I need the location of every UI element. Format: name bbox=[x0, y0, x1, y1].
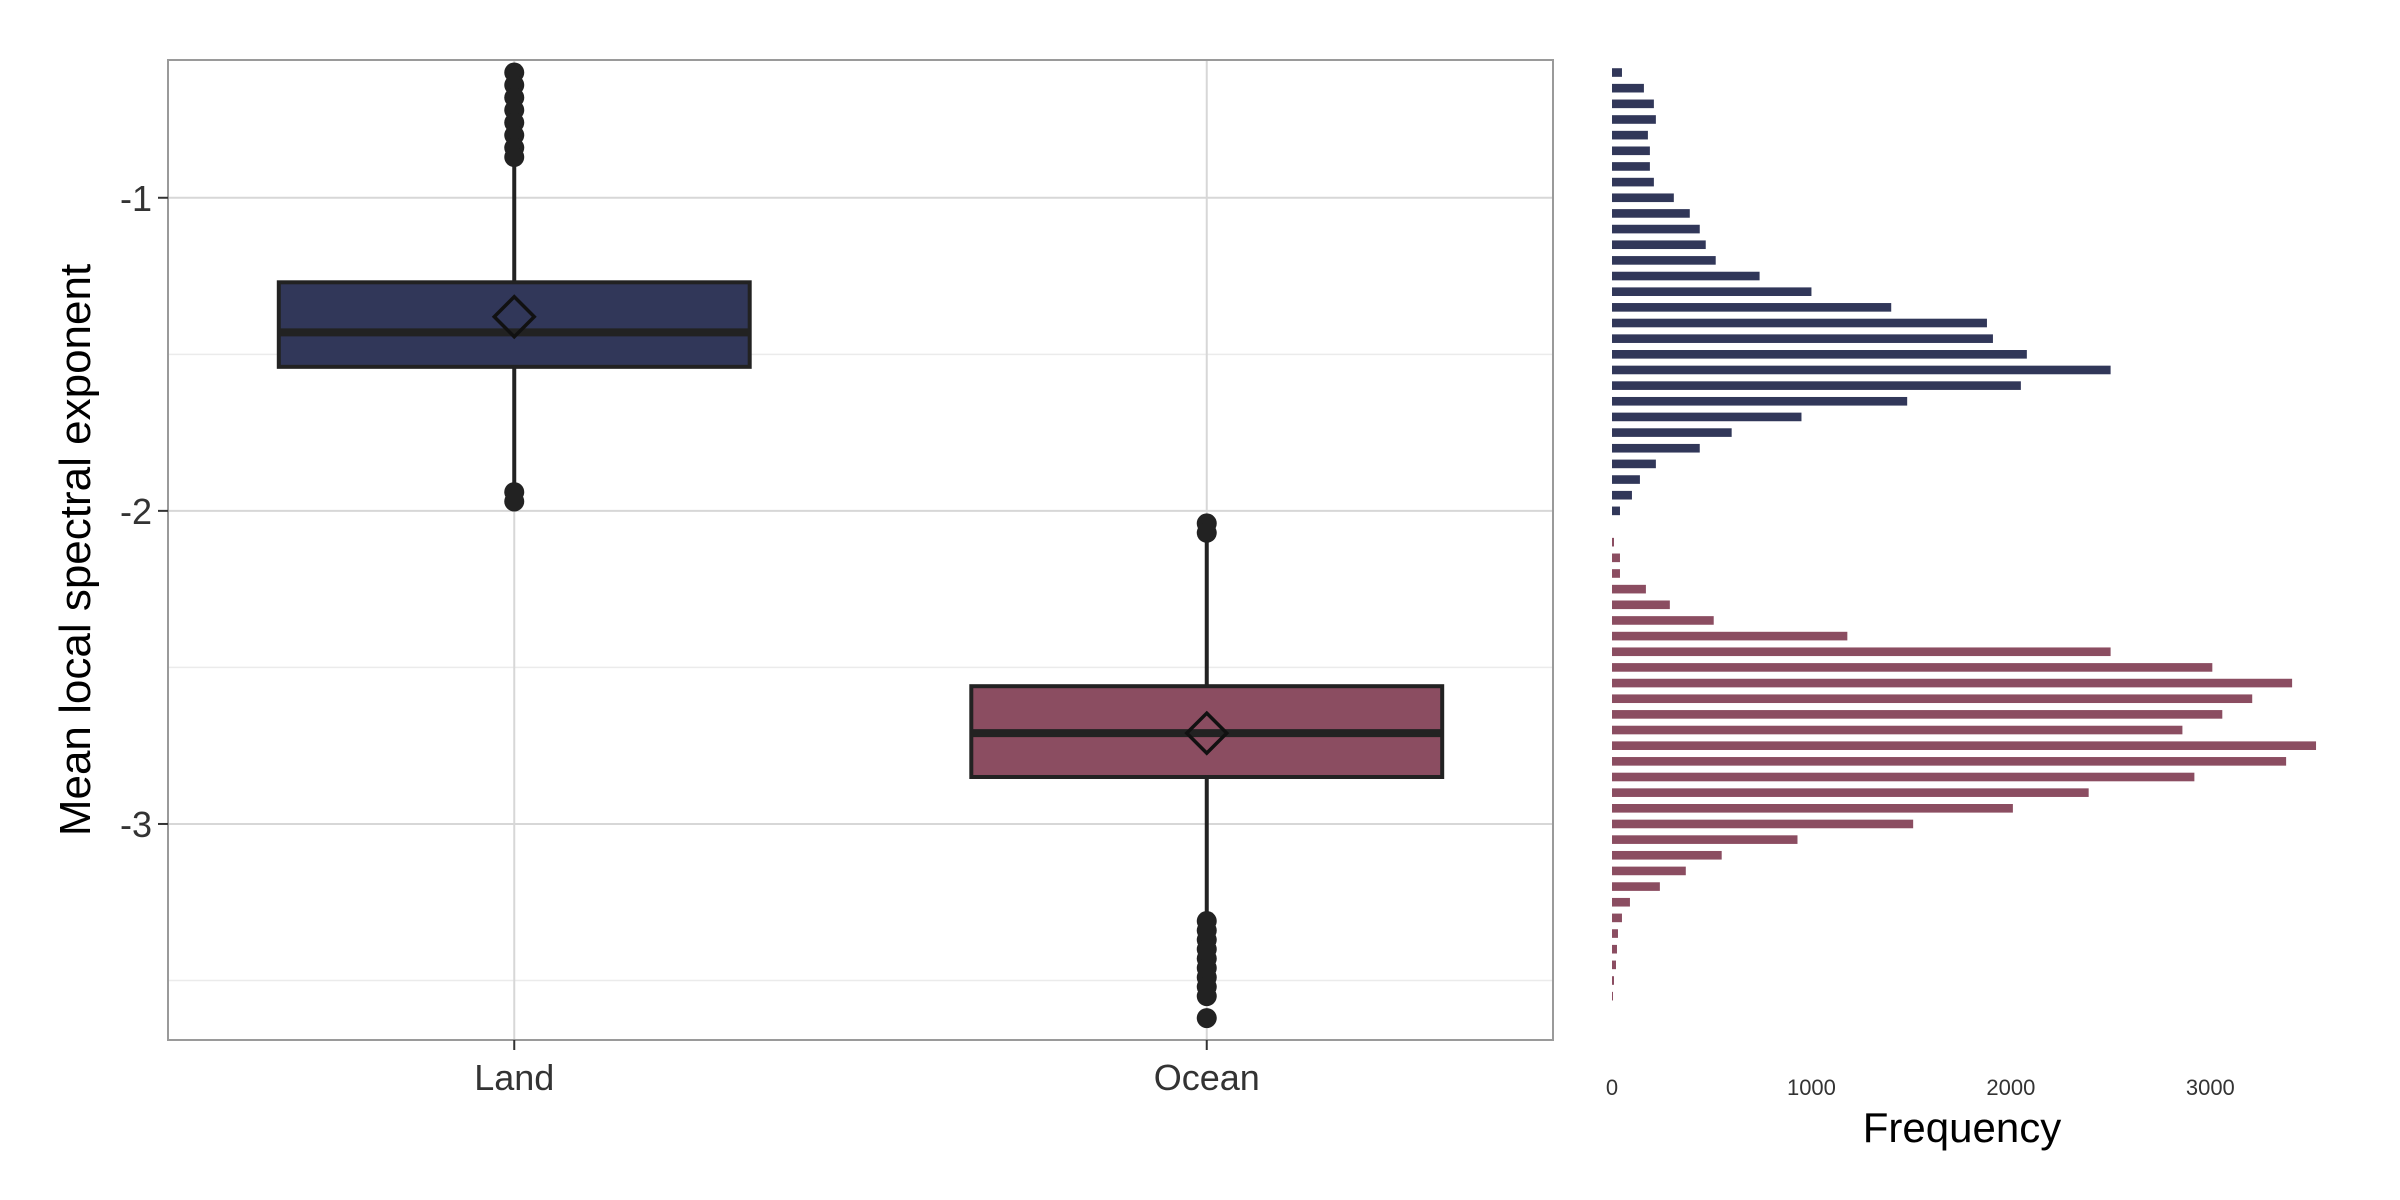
outlier-point bbox=[1196, 1008, 1217, 1029]
histogram-bar bbox=[1612, 334, 1993, 343]
histogram-bar bbox=[1612, 271, 1760, 281]
histogram-bar bbox=[1612, 537, 1614, 547]
histogram-bar bbox=[1612, 647, 2111, 657]
histogram-bar bbox=[1612, 68, 1622, 77]
histogram-bar bbox=[1612, 459, 1656, 469]
box-land bbox=[276, 62, 752, 512]
histogram-bar bbox=[1612, 209, 1690, 218]
histogram-bar bbox=[1612, 710, 2223, 719]
histogram-bar bbox=[1612, 99, 1654, 109]
histogram-bar bbox=[1612, 725, 2183, 735]
y-tick-label: -1 bbox=[120, 178, 152, 219]
boxplot-plot-area bbox=[168, 60, 1553, 1040]
histogram-bar bbox=[1612, 569, 1620, 578]
histogram-bar bbox=[1612, 929, 1618, 938]
histogram-bar bbox=[1612, 240, 1706, 250]
histogram-series-1 bbox=[1612, 68, 2111, 516]
histogram-bar bbox=[1612, 83, 1644, 93]
histogram-series-2 bbox=[1612, 537, 2317, 1001]
histogram-bar bbox=[1612, 788, 2089, 797]
histogram-bar bbox=[1612, 944, 1617, 954]
histogram-x-ticks: 0 1000 2000 3000 bbox=[1606, 1075, 2235, 1100]
boxplot-panel: -3 -2 -1 Land Ocean Mean local spectral exp… bbox=[51, 59, 1554, 1098]
histogram-bar bbox=[1612, 506, 1620, 516]
histogram-bar bbox=[1612, 115, 1656, 124]
outlier-point bbox=[1196, 522, 1217, 543]
boxplot-panel-border bbox=[167, 59, 1554, 1041]
histogram-bar bbox=[1612, 991, 1613, 1001]
histogram-bar bbox=[1612, 350, 2027, 359]
histogram-bar bbox=[1612, 882, 1660, 891]
frequency-tick-label: 1000 bbox=[1787, 1075, 1836, 1100]
histogram-bar bbox=[1612, 553, 1620, 563]
histogram-bar bbox=[1612, 490, 1632, 500]
histogram-bar bbox=[1612, 146, 1650, 156]
histogram-bar bbox=[1612, 772, 2195, 782]
y-tick-label: -3 bbox=[120, 804, 152, 845]
category-label: Ocean bbox=[1154, 1057, 1260, 1098]
box-ocean bbox=[969, 513, 1445, 1029]
histogram-bar bbox=[1612, 850, 1722, 860]
category-label: Land bbox=[474, 1057, 554, 1098]
histogram-bar bbox=[1612, 396, 1908, 406]
histogram-bar bbox=[1612, 412, 1802, 422]
histogram-bars bbox=[1612, 68, 2317, 1001]
histogram-bar bbox=[1612, 224, 1700, 234]
histogram-bar bbox=[1612, 600, 1670, 610]
histogram-bar bbox=[1612, 819, 1914, 829]
histogram-bar bbox=[1612, 318, 1987, 328]
histogram-bar bbox=[1612, 381, 2021, 390]
histogram-bar bbox=[1612, 584, 1646, 594]
histogram-bar bbox=[1612, 287, 1812, 296]
mean-diamond bbox=[491, 294, 537, 340]
frequency-tick-label: 3000 bbox=[2186, 1075, 2235, 1100]
histogram-bar bbox=[1612, 130, 1648, 140]
histogram-bar bbox=[1612, 913, 1622, 923]
outlier-point bbox=[1196, 986, 1217, 1007]
frequency-tick-label: 0 bbox=[1606, 1075, 1618, 1100]
histogram-bar bbox=[1612, 694, 2253, 704]
boxplot-x-ticks: Land Ocean bbox=[474, 1040, 1260, 1098]
histogram-bar bbox=[1612, 193, 1674, 203]
histogram-bar bbox=[1612, 177, 1654, 187]
outlier-point bbox=[504, 147, 525, 168]
y-axis-title: Mean local spectral exponent bbox=[51, 264, 100, 836]
outlier-point bbox=[504, 491, 525, 512]
histogram-bar bbox=[1612, 804, 2013, 813]
histogram-bar bbox=[1612, 741, 2317, 750]
histogram-bar bbox=[1612, 757, 2287, 766]
histogram-bar bbox=[1612, 835, 1798, 844]
mean-diamond bbox=[1184, 710, 1230, 756]
histogram-bar bbox=[1612, 897, 1630, 907]
histogram-bar bbox=[1612, 303, 1892, 312]
histogram-bar bbox=[1612, 443, 1700, 453]
histogram-bar bbox=[1612, 428, 1732, 437]
histogram-bar bbox=[1612, 960, 1616, 970]
boxplot-marks bbox=[276, 62, 1445, 1029]
histogram-bar bbox=[1612, 976, 1614, 985]
histogram-bar bbox=[1612, 616, 1714, 625]
frequency-tick-label: 2000 bbox=[1986, 1075, 2035, 1100]
x-axis-title: Frequency bbox=[1863, 1104, 2061, 1151]
histogram-bar bbox=[1612, 631, 1848, 641]
boxplot-y-ticks: -3 -2 -1 bbox=[120, 178, 168, 845]
histogram-bar bbox=[1612, 365, 2111, 375]
y-tick-label: -2 bbox=[120, 491, 152, 532]
histogram-bar bbox=[1612, 256, 1716, 265]
histogram-bar bbox=[1612, 866, 1686, 876]
histogram-bar bbox=[1612, 475, 1640, 484]
histogram-bar bbox=[1612, 663, 2213, 672]
histogram-bar bbox=[1612, 678, 2293, 688]
histogram-bar bbox=[1612, 162, 1650, 171]
histogram-panel: 0 1000 2000 3000 Frequency bbox=[1606, 68, 2317, 1151]
